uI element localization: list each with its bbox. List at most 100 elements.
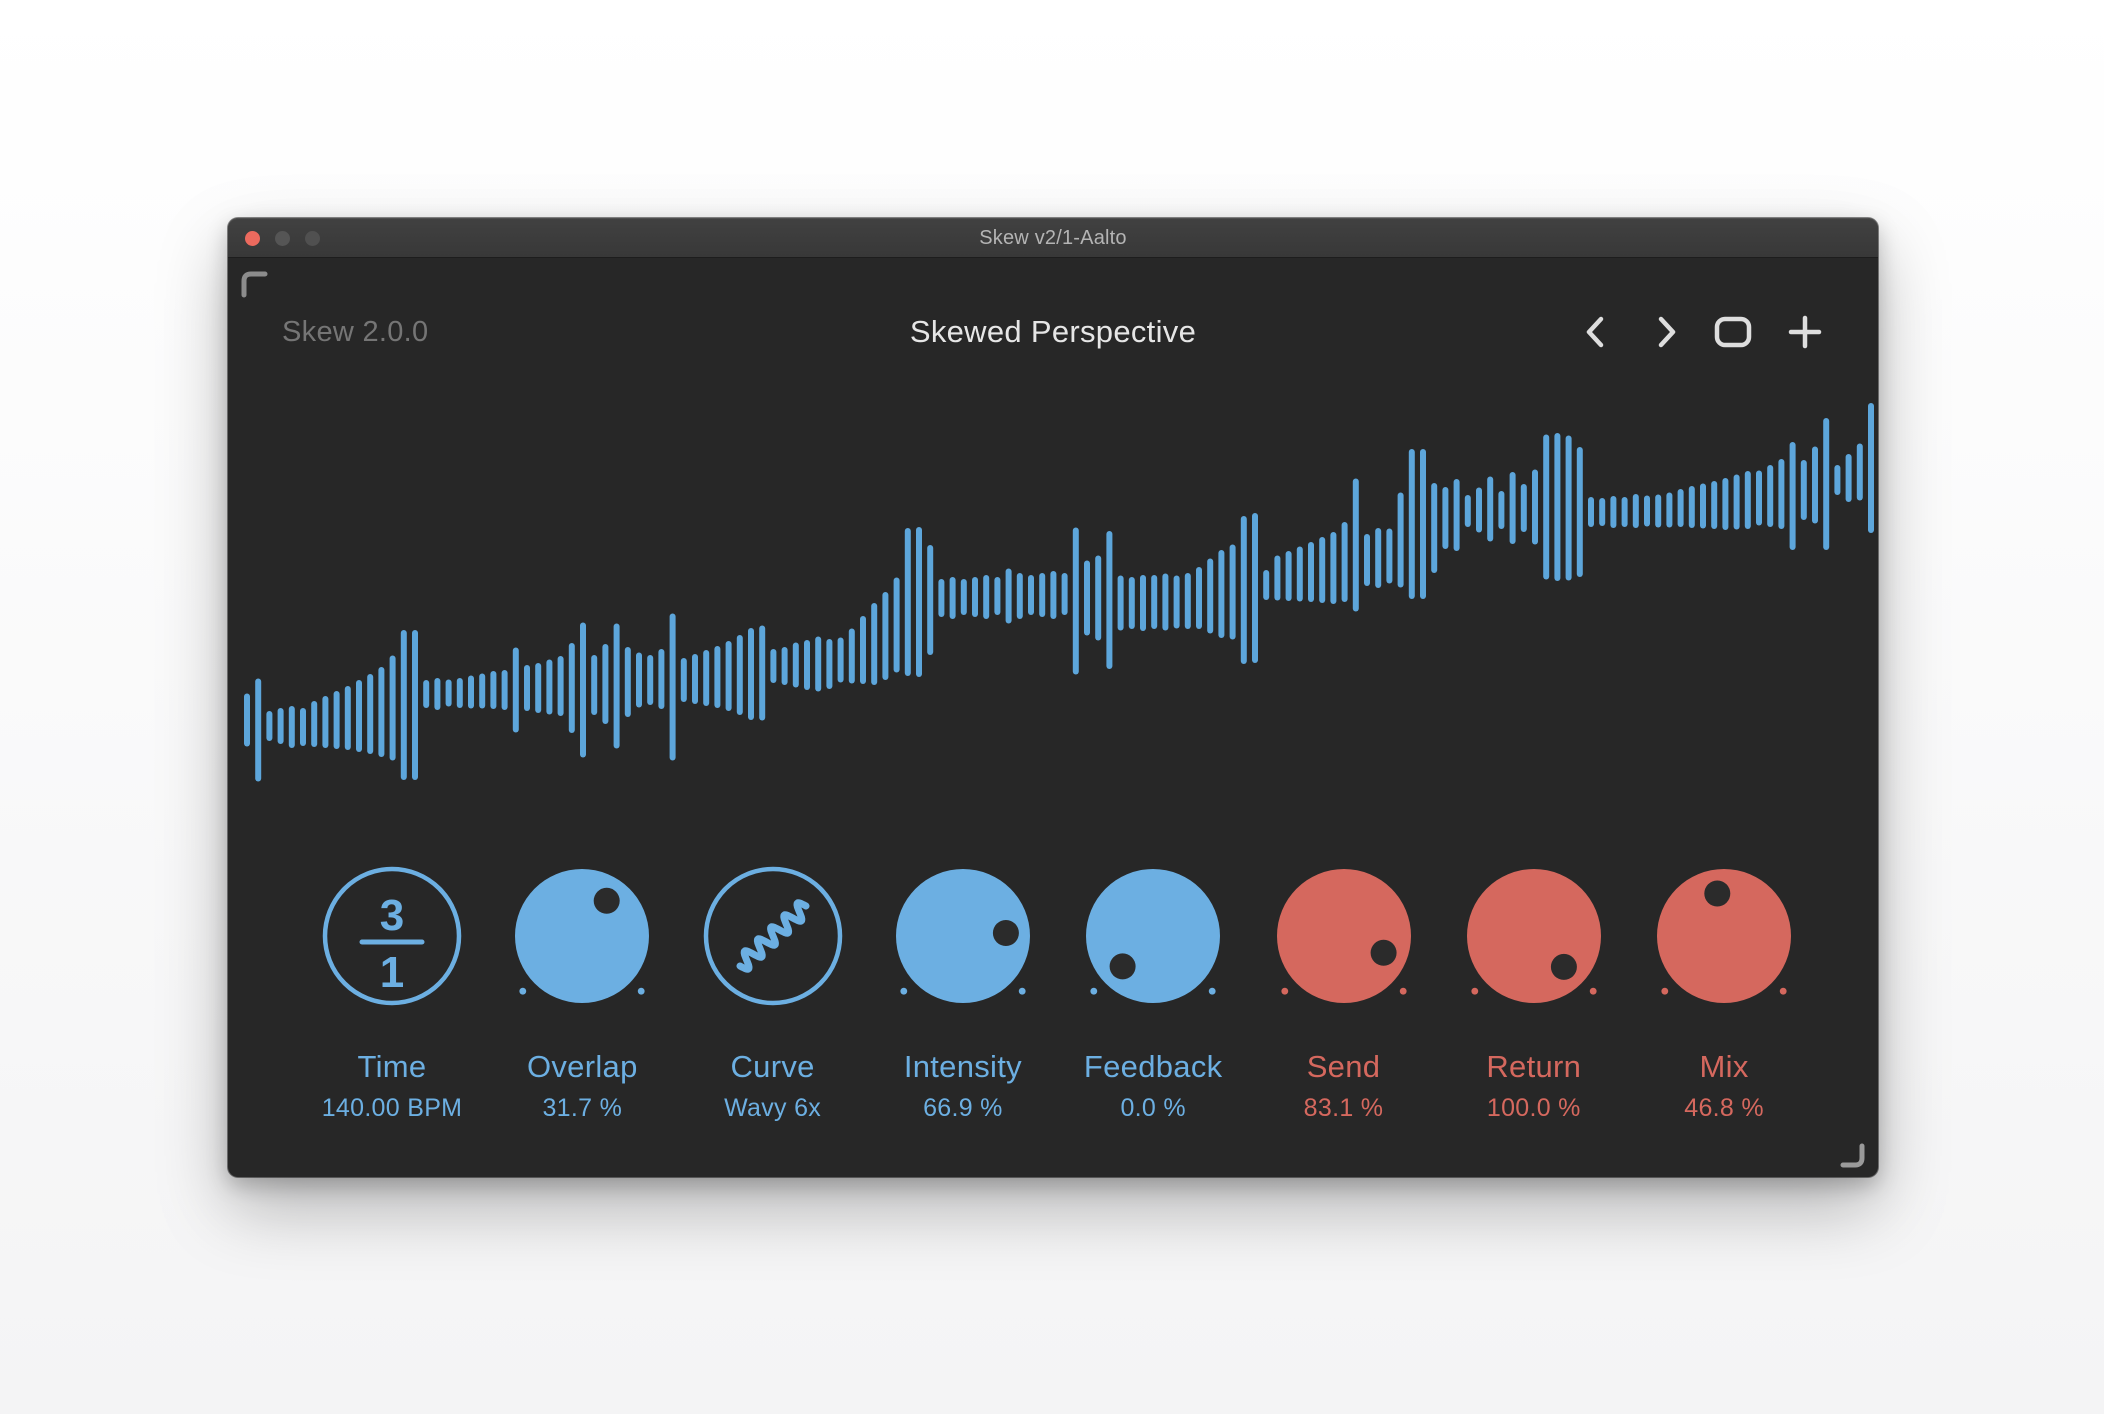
knob-value[interactable]: 31.7 % xyxy=(542,1094,623,1122)
plus-icon xyxy=(1788,315,1822,349)
knob-control-overlap[interactable] xyxy=(487,863,677,1033)
waveform-bar xyxy=(1431,483,1438,573)
window-title: Skew v2/1-Aalto xyxy=(979,227,1127,249)
previous-preset-button[interactable] xyxy=(1574,310,1618,354)
knob-body[interactable] xyxy=(1086,869,1221,1003)
waveform-bar xyxy=(591,655,598,715)
knob-min-marker xyxy=(1090,987,1098,995)
waveform-bar xyxy=(703,650,710,706)
waveform-bar xyxy=(680,658,687,702)
knob-value[interactable]: 140.00 BPM xyxy=(321,1094,463,1122)
knob-value[interactable]: 83.1 % xyxy=(1303,1094,1384,1122)
traffic-lights xyxy=(237,218,320,258)
knob-body[interactable] xyxy=(1657,869,1792,1003)
knob-intensity: Intensity 66.9 % xyxy=(868,863,1058,1123)
knob-label: Overlap xyxy=(526,1049,638,1084)
knob-control-feedback[interactable] xyxy=(1058,863,1248,1033)
waveform-bar xyxy=(1845,454,1852,502)
waveform-bar xyxy=(1677,489,1684,527)
knob-outline[interactable] xyxy=(322,866,462,1006)
knob-curve: Curve Wavy 6x xyxy=(678,863,868,1123)
waveform-bar xyxy=(613,623,620,749)
knob-value[interactable]: 100.0 % xyxy=(1486,1094,1581,1122)
knob-value[interactable]: 46.8 % xyxy=(1684,1094,1764,1122)
waveform-bar xyxy=(1218,550,1225,638)
waveform-bar xyxy=(434,678,441,710)
waveform-bar xyxy=(1700,483,1706,529)
chevron-right-icon xyxy=(1658,316,1676,348)
knob-label: Time xyxy=(357,1049,427,1084)
waveform-bar xyxy=(1778,459,1785,529)
knob-body[interactable] xyxy=(1276,869,1411,1003)
waveform-bar xyxy=(1453,479,1460,551)
knob-label: Mix xyxy=(1699,1049,1749,1084)
knob-indicator-dot xyxy=(593,887,620,914)
knob-control-send[interactable] xyxy=(1249,863,1439,1033)
titlebar[interactable]: Skew v2/1-Aalto xyxy=(228,218,1878,258)
waveform-bar xyxy=(490,671,497,709)
knob-control-return[interactable] xyxy=(1439,863,1629,1033)
knob-outline[interactable] xyxy=(703,866,842,1006)
knob-value[interactable]: 66.9 % xyxy=(923,1094,1003,1122)
waveform-bar xyxy=(1263,570,1270,600)
preset-browser-button[interactable] xyxy=(1711,310,1755,354)
waveform-bar xyxy=(535,663,542,713)
waveform-bar xyxy=(524,665,530,711)
knob-control-intensity[interactable] xyxy=(868,863,1058,1033)
waveform-bar xyxy=(1061,573,1068,615)
knob-return: Return 100.0 % xyxy=(1439,863,1629,1123)
waveform-bar xyxy=(1733,474,1740,530)
waveform-bar xyxy=(1576,447,1583,577)
close-button[interactable] xyxy=(245,230,260,246)
waveform-bar xyxy=(1330,532,1337,604)
knob-label: Return xyxy=(1486,1049,1582,1084)
knob-feedback: Feedback 0.0 % xyxy=(1058,863,1248,1123)
waveform-bar xyxy=(1554,433,1561,581)
knob-body[interactable] xyxy=(1466,869,1601,1003)
waveform-bar xyxy=(1856,443,1863,501)
knob-value[interactable]: Wavy 6x xyxy=(724,1094,822,1122)
waveform-bar xyxy=(1442,487,1449,549)
knob-value[interactable]: 0.0 % xyxy=(1120,1094,1186,1122)
waveform-bar xyxy=(1184,573,1191,629)
waveform-bar xyxy=(266,711,273,741)
waveform-bar xyxy=(725,641,732,711)
waveform-bar xyxy=(1588,497,1594,527)
bottom-right-resize-handle[interactable] xyxy=(1836,1139,1866,1169)
waveform-bar xyxy=(423,680,430,708)
waveform-bar xyxy=(1140,575,1146,631)
knob-indicator-dot xyxy=(1370,939,1397,966)
zoom-button[interactable] xyxy=(305,230,320,246)
waveform-bar xyxy=(557,656,564,716)
knob-control-mix[interactable] xyxy=(1629,863,1819,1033)
waveform-bar xyxy=(1196,567,1202,629)
knob-body[interactable] xyxy=(895,869,1030,1003)
minimize-button[interactable] xyxy=(275,230,290,246)
knob-control-curve[interactable] xyxy=(678,863,868,1033)
waveform-bar xyxy=(1487,476,1494,542)
new-preset-button[interactable] xyxy=(1783,310,1827,354)
waveform-bar xyxy=(468,675,474,709)
knob-max-marker xyxy=(1018,987,1026,995)
next-preset-button[interactable] xyxy=(1644,310,1688,354)
knob-control-time[interactable]: 31 xyxy=(297,863,487,1033)
waveform-bar xyxy=(412,630,418,780)
top-left-resize-handle[interactable] xyxy=(241,271,271,301)
waveform-bar xyxy=(1072,527,1079,675)
waveform-bar xyxy=(479,673,486,709)
waveform-bar xyxy=(1084,560,1090,636)
waveform-bar xyxy=(356,680,362,752)
knob-max-marker xyxy=(1779,987,1787,995)
waveform-bar xyxy=(1050,571,1057,619)
waveform-bar xyxy=(804,640,810,690)
waveform-bar xyxy=(1532,469,1538,545)
waveform-bar xyxy=(826,639,833,689)
knob-min-marker xyxy=(1280,987,1288,995)
knob-body[interactable] xyxy=(515,869,650,1003)
waveform-bar xyxy=(748,628,754,720)
waveform-bar xyxy=(949,577,956,619)
waveform-bar xyxy=(288,706,295,748)
waveform-bar xyxy=(367,674,374,754)
plugin-window: Skew v2/1-Aalto Skew 2.0.0 Skewed Perspe… xyxy=(228,218,1878,1177)
waveform-bar xyxy=(1028,575,1034,615)
